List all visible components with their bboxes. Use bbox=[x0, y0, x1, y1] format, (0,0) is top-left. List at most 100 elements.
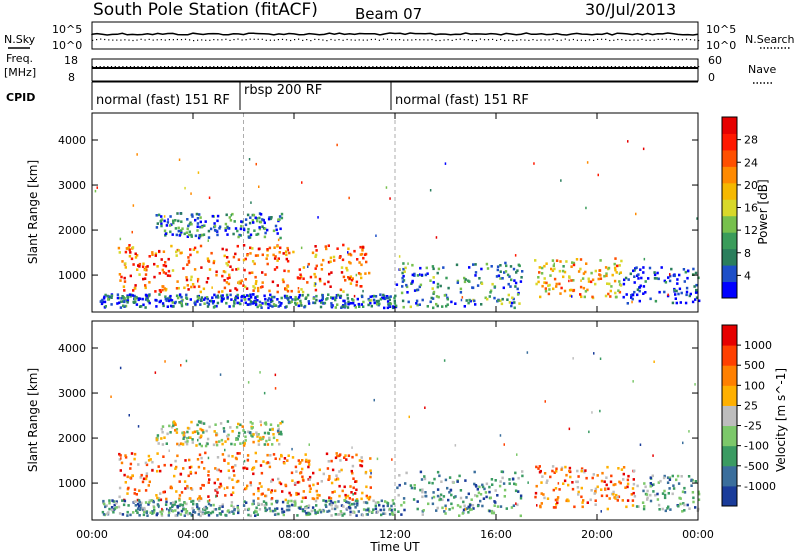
scatter-cell bbox=[132, 263, 135, 266]
scatter-cell bbox=[323, 282, 326, 286]
scatter-cell bbox=[181, 431, 184, 435]
scatter-cell bbox=[141, 507, 144, 510]
scatter-cell bbox=[296, 302, 299, 305]
scatter-cell bbox=[539, 295, 542, 299]
scatter-cell bbox=[432, 281, 435, 284]
scatter-cell bbox=[474, 484, 478, 487]
scatter-cell bbox=[677, 482, 681, 485]
nsearch-dot bbox=[209, 39, 211, 41]
scatter-cell bbox=[335, 474, 338, 477]
scatter-cell bbox=[166, 274, 170, 277]
scatter-cell bbox=[658, 508, 661, 511]
scatter-cell bbox=[663, 493, 667, 497]
scatter-cell bbox=[96, 186, 98, 189]
scatter-cell bbox=[195, 503, 199, 507]
scatter-cell bbox=[240, 220, 243, 223]
scatter-cell bbox=[124, 456, 128, 459]
scatter-cell bbox=[328, 499, 331, 502]
scatter-cell bbox=[490, 509, 493, 513]
scatter-cell bbox=[355, 273, 358, 277]
scatter-cell bbox=[353, 249, 356, 253]
scatter-cell bbox=[186, 284, 189, 287]
nave-dot bbox=[387, 66, 389, 68]
scatter-cell bbox=[287, 269, 290, 273]
scatter-cell bbox=[587, 280, 591, 283]
scatter-cell bbox=[308, 459, 311, 463]
scatter-cell bbox=[304, 297, 307, 300]
scatter-cell bbox=[227, 509, 230, 512]
scatter-cell bbox=[224, 513, 227, 517]
scatter-cell bbox=[411, 263, 414, 267]
scatter-cell bbox=[307, 300, 310, 303]
scatter-cell bbox=[576, 486, 580, 489]
nave-dot bbox=[243, 66, 245, 68]
scatter-cell bbox=[603, 274, 606, 278]
scatter-cell bbox=[354, 492, 357, 495]
scatter-cell bbox=[175, 287, 179, 290]
scatter-cell bbox=[351, 471, 354, 475]
scatter-cell bbox=[604, 294, 608, 298]
scatter-cell bbox=[263, 391, 266, 395]
scatter-cell bbox=[304, 496, 307, 499]
scatter-cell bbox=[553, 267, 556, 271]
scatter-cell bbox=[371, 295, 374, 298]
nsearch-dot bbox=[172, 39, 174, 41]
scatter-cell bbox=[651, 474, 654, 478]
scatter-cell bbox=[224, 440, 227, 443]
scatter-cell bbox=[339, 288, 343, 292]
scatter-cell bbox=[119, 454, 122, 457]
scatter-cell bbox=[339, 510, 343, 513]
scatter-cell bbox=[156, 503, 160, 506]
scatter-cell bbox=[215, 304, 218, 308]
colorbar-segment bbox=[722, 425, 737, 447]
scatter-cell bbox=[258, 226, 261, 229]
scatter-cell bbox=[521, 470, 524, 473]
scatter-cell bbox=[144, 306, 147, 309]
scatter-cell bbox=[491, 282, 494, 286]
scatter-cell bbox=[178, 494, 182, 497]
colorbar-tick-label: 4 bbox=[744, 269, 751, 282]
scatter-cell bbox=[315, 298, 318, 302]
nave-dot bbox=[595, 66, 597, 68]
scatter-cell bbox=[282, 510, 286, 513]
scatter-cell bbox=[190, 500, 193, 503]
scatter-cell bbox=[516, 453, 518, 456]
scatter-cell bbox=[148, 294, 151, 297]
nsearch-dot bbox=[685, 38, 688, 40]
scatter-cell bbox=[190, 465, 193, 469]
scatter-cell bbox=[348, 260, 351, 264]
scatter-cell bbox=[135, 493, 138, 496]
scatter-cell bbox=[663, 474, 666, 478]
scatter-cell bbox=[264, 273, 267, 276]
scatter-cell bbox=[159, 510, 162, 514]
scatter-cell bbox=[163, 215, 166, 218]
scatter-cell bbox=[562, 275, 565, 279]
scatter-cell bbox=[596, 485, 599, 489]
scatter-cell bbox=[432, 495, 436, 499]
scatter-cell bbox=[445, 276, 448, 280]
scatter-cell bbox=[398, 474, 401, 477]
scatter-cell bbox=[276, 439, 279, 442]
colorbar-tick-label: -25 bbox=[744, 420, 762, 433]
nave-dot bbox=[675, 66, 677, 68]
nsearch-dot bbox=[160, 39, 162, 41]
scatter-cell bbox=[158, 293, 161, 296]
nave-dot bbox=[455, 66, 457, 68]
scatter-cell bbox=[560, 286, 563, 290]
scatter-cell bbox=[386, 300, 390, 303]
scatter-cell bbox=[181, 227, 184, 230]
scatter-cell bbox=[405, 283, 408, 287]
nave-dot bbox=[451, 66, 453, 68]
nave-dot bbox=[95, 66, 97, 68]
scatter-cell bbox=[314, 511, 317, 514]
scatter-cell bbox=[370, 304, 373, 308]
nsearch-dot bbox=[653, 39, 655, 41]
scatter-cell bbox=[664, 509, 667, 513]
scatter-cell bbox=[156, 222, 159, 225]
scatter-cell bbox=[642, 292, 645, 295]
nsearch-dot bbox=[330, 38, 332, 41]
scatter-cell bbox=[237, 267, 240, 271]
scatter-cell bbox=[538, 266, 541, 269]
scatter-cell bbox=[514, 471, 517, 475]
scatter-cell bbox=[155, 438, 159, 442]
